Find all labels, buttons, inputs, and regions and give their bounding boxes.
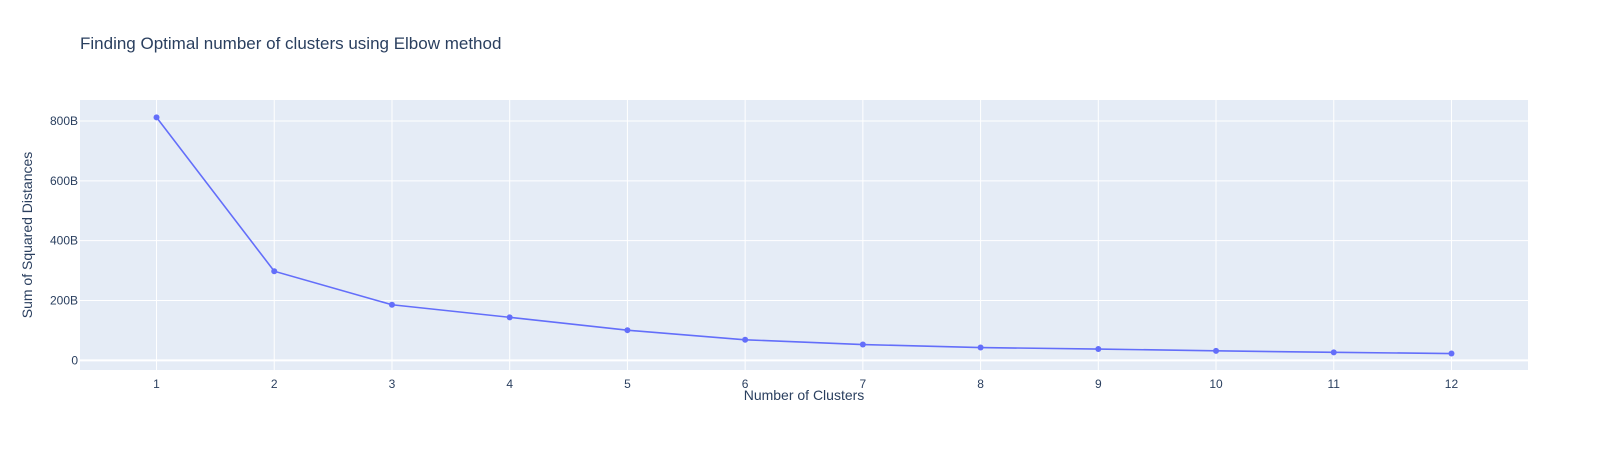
y-tick-label: 400B <box>50 234 78 248</box>
x-axis-title: Number of Clusters <box>744 387 865 403</box>
data-point <box>1213 347 1220 354</box>
data-point <box>624 327 631 334</box>
data-point <box>859 341 866 348</box>
y-tick-label: 600B <box>50 174 78 188</box>
x-tick-label: 5 <box>624 377 631 391</box>
data-markers <box>153 114 1455 357</box>
y-axis-title: Sum of Squared Distances <box>19 152 35 319</box>
chart-title: Finding Optimal number of clusters using… <box>80 34 502 53</box>
data-point <box>388 301 395 308</box>
x-tick-label: 2 <box>271 377 278 391</box>
grid-layer <box>80 100 1528 370</box>
data-point <box>271 268 278 275</box>
x-tick-label: 1 <box>153 377 160 391</box>
x-tick-label: 10 <box>1209 377 1223 391</box>
data-point <box>1095 346 1102 353</box>
x-tick-label: 12 <box>1445 377 1459 391</box>
data-point <box>742 336 749 343</box>
x-tick-label: 6 <box>742 377 749 391</box>
y-tick-label: 200B <box>50 294 78 308</box>
series-line <box>155 116 1452 355</box>
data-point <box>1330 349 1337 356</box>
x-tick-label: 11 <box>1328 377 1341 391</box>
y-tick-label: 800B <box>50 114 78 128</box>
y-tick-label: 0 <box>71 353 78 367</box>
x-tick-label: 7 <box>860 377 867 391</box>
x-tick-label: 4 <box>506 377 513 391</box>
x-tick-label: 8 <box>977 377 984 391</box>
x-tick-label: 9 <box>1095 377 1102 391</box>
data-point <box>506 314 513 321</box>
data-point <box>1448 350 1455 357</box>
data-point <box>977 344 984 351</box>
x-tick-label: 3 <box>389 377 396 391</box>
plot-background <box>80 100 1528 370</box>
data-point <box>153 114 160 121</box>
